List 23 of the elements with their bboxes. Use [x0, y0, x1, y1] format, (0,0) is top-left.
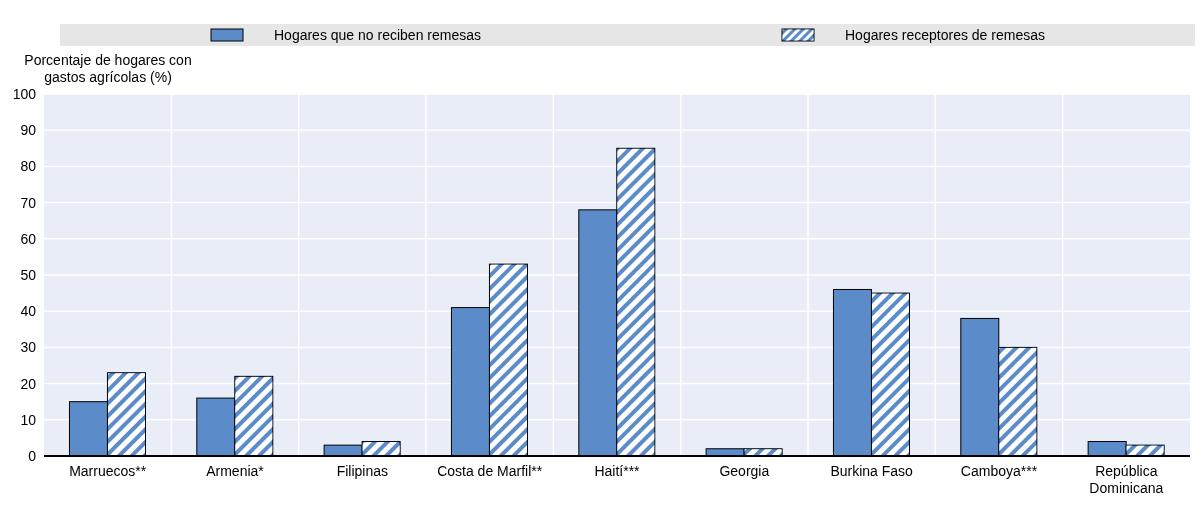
legend-label: Hogares que no reciben remesas — [273, 27, 481, 43]
x-tick-label: Costa de Marfil** — [437, 463, 543, 479]
y-tick-label: 50 — [20, 266, 37, 283]
y-tick-label: 10 — [20, 411, 37, 428]
x-tick-label: Camboya*** — [960, 463, 1038, 479]
x-tick-label: Filipinas — [336, 463, 389, 479]
y-tick-label: 20 — [20, 375, 37, 392]
y-tick-label: 30 — [20, 339, 37, 356]
x-tick-label: Burkina Faso — [830, 463, 914, 479]
x-tick-label: Marruecos** — [69, 463, 147, 479]
x-tick-label: Haití*** — [594, 463, 641, 479]
y-tick-label: 70 — [20, 194, 37, 211]
x-tick-label: República Dominicana — [1089, 463, 1164, 496]
x-tick-label: Georgia — [719, 463, 770, 479]
y-tick-label: 100 — [12, 85, 37, 102]
y-tick-label: 90 — [20, 122, 37, 139]
y-tick-label: 80 — [20, 158, 37, 175]
y-tick-label: 40 — [20, 303, 37, 320]
x-tick-label: Armenia* — [206, 463, 265, 479]
y-tick-label: 60 — [20, 230, 37, 247]
y-axis-title: Porcentaje de hogares con gastos agrícolas (%) — [23, 52, 193, 86]
y-tick-label: 0 — [28, 447, 37, 464]
legend-label: Hogares receptores de remesas — [844, 27, 1045, 43]
